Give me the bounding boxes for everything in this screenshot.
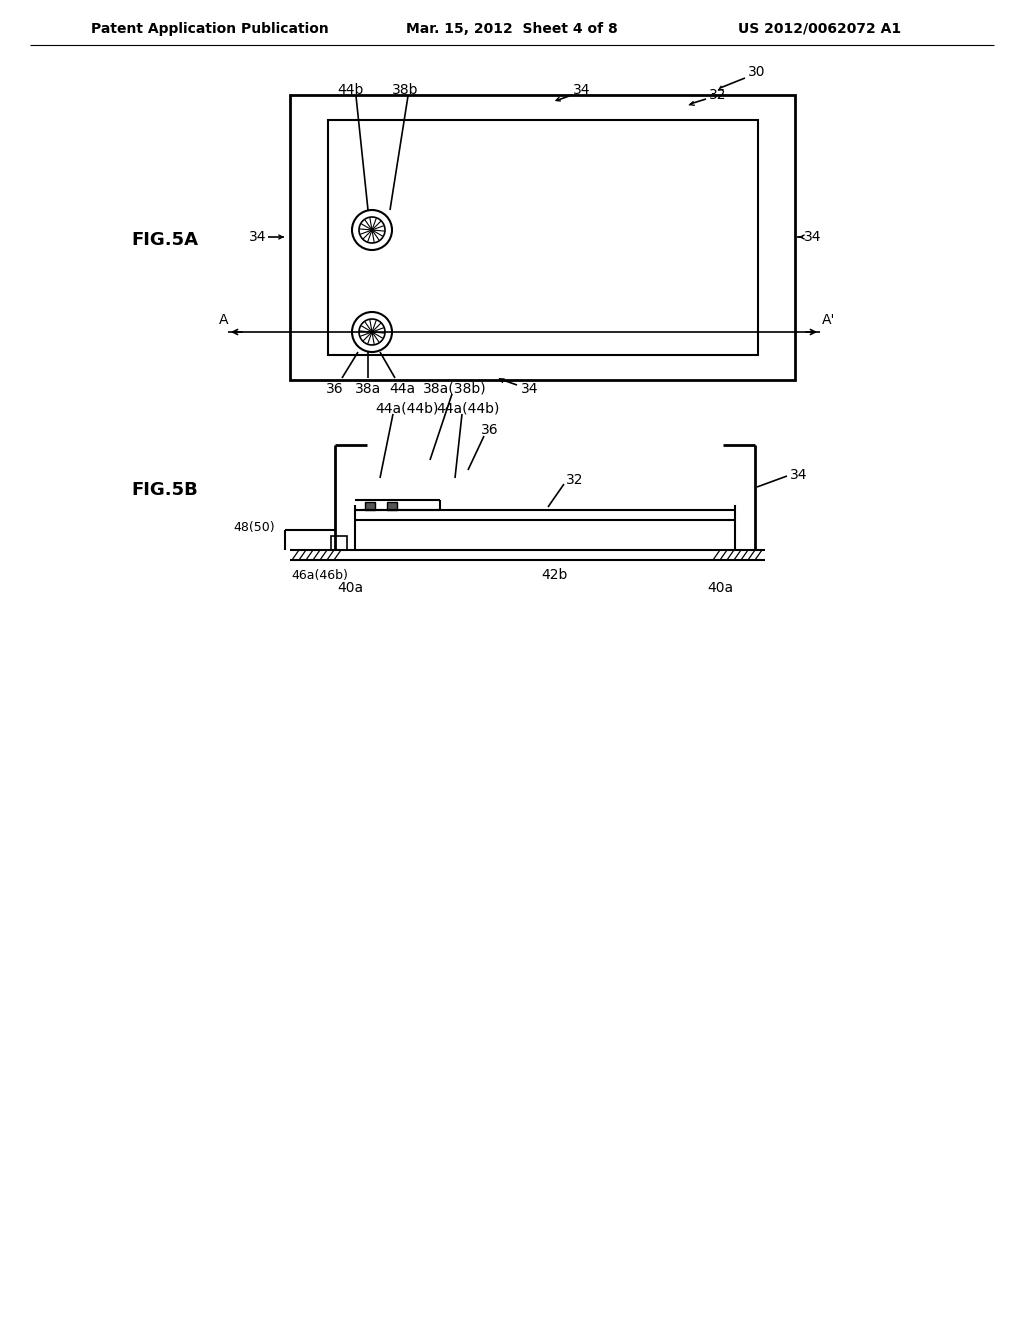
Text: A': A'	[822, 313, 836, 327]
Text: Patent Application Publication: Patent Application Publication	[91, 22, 329, 36]
Text: 46a(46b): 46a(46b)	[292, 569, 348, 582]
Bar	[387, 502, 397, 510]
Text: A: A	[219, 313, 228, 327]
Text: US 2012/0062072 A1: US 2012/0062072 A1	[738, 22, 901, 36]
Text: 34: 34	[521, 381, 539, 396]
Text: Mar. 15, 2012  Sheet 4 of 8: Mar. 15, 2012 Sheet 4 of 8	[407, 22, 617, 36]
Text: 32: 32	[566, 473, 584, 487]
Text: 34: 34	[573, 83, 591, 96]
Text: 36: 36	[327, 381, 344, 396]
Text: 34: 34	[790, 469, 808, 482]
Text: 30: 30	[749, 65, 766, 79]
Text: 38b: 38b	[392, 83, 418, 96]
Bar	[290, 95, 795, 380]
Bar	[365, 502, 375, 510]
Bar	[328, 120, 758, 355]
Text: 34: 34	[249, 230, 266, 244]
Text: 44a(44b): 44a(44b)	[376, 401, 438, 414]
Text: 44b: 44b	[337, 83, 364, 96]
Text: FIG.5A: FIG.5A	[131, 231, 199, 249]
Bar	[331, 536, 347, 550]
Text: 38a: 38a	[355, 381, 381, 396]
Text: 40a: 40a	[337, 581, 364, 595]
Text: 36: 36	[481, 422, 499, 437]
Text: 40a: 40a	[707, 581, 733, 595]
Text: FIG.5B: FIG.5B	[132, 480, 199, 499]
Text: 38a(38b): 38a(38b)	[423, 381, 486, 395]
Text: 44a: 44a	[389, 381, 415, 396]
Text: 44a(44b): 44a(44b)	[436, 401, 500, 414]
Text: 42b: 42b	[542, 568, 568, 582]
Text: 32: 32	[710, 88, 727, 102]
Text: 48(50): 48(50)	[233, 521, 275, 535]
Text: 34: 34	[804, 230, 821, 244]
